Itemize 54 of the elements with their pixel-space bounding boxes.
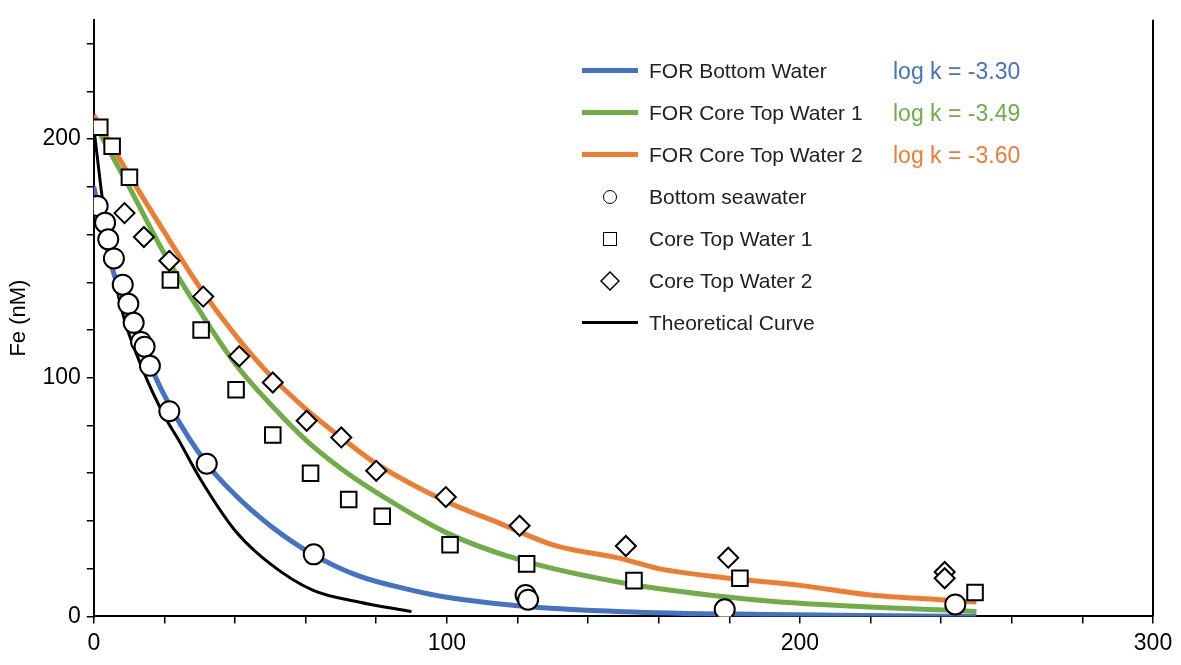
point [517, 555, 536, 573]
legend-label: FOR Bottom Water [649, 58, 827, 83]
point [713, 598, 736, 617]
point [120, 168, 139, 187]
point [944, 593, 967, 616]
point [103, 137, 121, 156]
point [966, 583, 984, 602]
point [97, 228, 120, 251]
x-tick-label: 0 [87, 628, 101, 655]
point [195, 452, 218, 475]
x-tick-label: 200 [780, 628, 820, 655]
point [132, 225, 155, 248]
point [339, 490, 358, 509]
point [158, 249, 181, 272]
point [365, 459, 388, 482]
annotation: log k = -3.49 [893, 98, 1021, 128]
y-tick-label: 200 [42, 124, 81, 151]
legend-label: Core Top Water 2 [649, 268, 813, 293]
y-tick-label: 0 [67, 601, 81, 628]
annotation: log k = -3.30 [893, 56, 1021, 86]
point [111, 273, 134, 296]
point [117, 292, 140, 315]
point [301, 464, 320, 482]
legend-label: Core Top Water 1 [649, 226, 813, 251]
point [102, 247, 125, 270]
point [122, 311, 145, 334]
y-tick-label: 100 [42, 363, 81, 390]
point [434, 486, 457, 509]
annotation: log k = -3.60 [893, 140, 1021, 170]
point [625, 571, 643, 590]
legend-label: FOR Core Top Water 1 [649, 100, 863, 125]
point [731, 569, 749, 587]
x-tick-label: 100 [427, 628, 467, 655]
point [158, 400, 181, 423]
point [517, 588, 540, 611]
legend-label: FOR Core Top Water 2 [649, 142, 863, 167]
point [302, 543, 325, 566]
point [261, 371, 284, 394]
point [441, 536, 459, 554]
y-axis-title: Fe (nM) [5, 279, 31, 357]
point [228, 345, 251, 368]
point [192, 285, 215, 308]
point [138, 354, 161, 377]
point [93, 118, 109, 136]
legend-label: Theoretical Curve [649, 310, 815, 335]
x-tick-label: 300 [1133, 628, 1173, 655]
point [192, 321, 210, 339]
point [933, 567, 956, 590]
point [133, 335, 156, 358]
legend-label: Bottom seawater [649, 184, 807, 209]
point [614, 535, 637, 557]
point [330, 426, 353, 449]
point [508, 514, 531, 537]
point [161, 271, 180, 289]
